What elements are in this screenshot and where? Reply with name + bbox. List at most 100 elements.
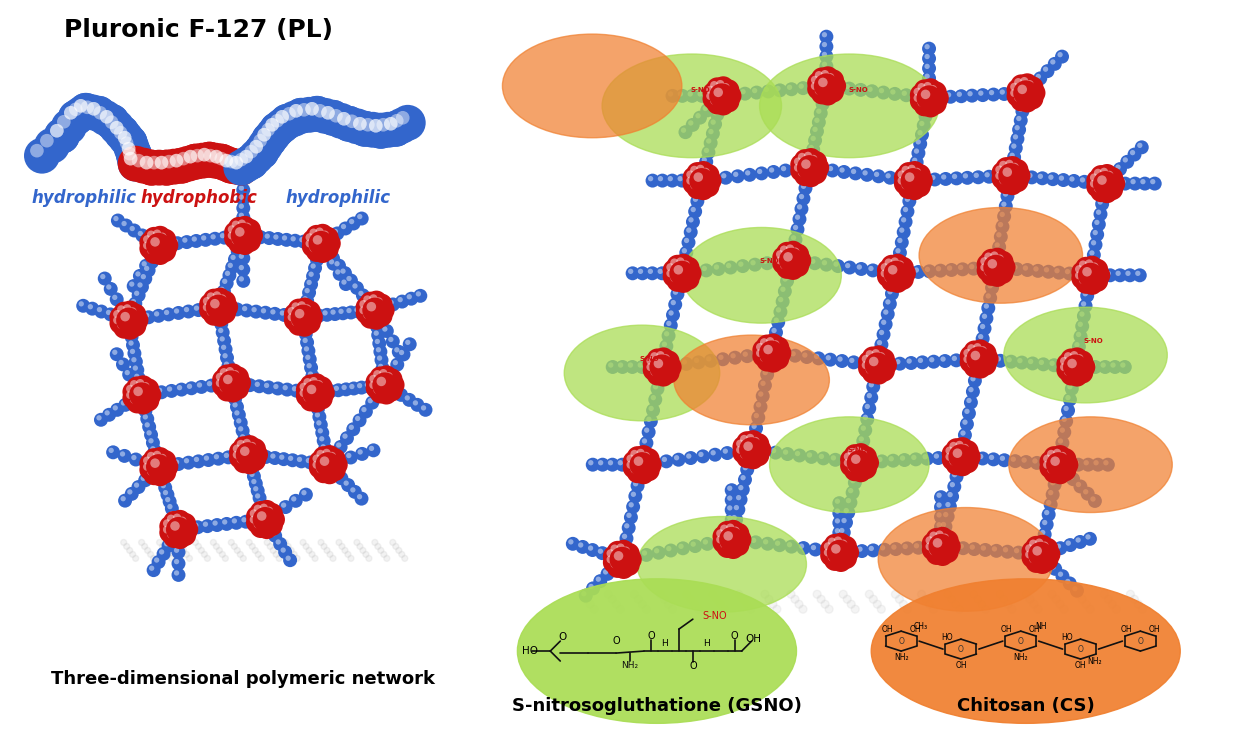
Circle shape xyxy=(597,548,603,554)
Circle shape xyxy=(247,539,252,545)
Circle shape xyxy=(1055,544,1062,549)
Circle shape xyxy=(605,590,612,598)
Circle shape xyxy=(772,538,786,552)
Circle shape xyxy=(177,519,198,540)
Circle shape xyxy=(853,456,866,470)
Circle shape xyxy=(819,49,834,63)
Circle shape xyxy=(126,309,149,331)
Circle shape xyxy=(377,118,391,132)
Circle shape xyxy=(88,100,123,136)
Circle shape xyxy=(618,543,640,564)
Circle shape xyxy=(1127,590,1134,598)
Circle shape xyxy=(918,358,923,363)
Circle shape xyxy=(294,454,308,468)
Circle shape xyxy=(612,539,635,562)
Circle shape xyxy=(780,447,795,461)
Circle shape xyxy=(1034,548,1048,562)
Circle shape xyxy=(788,256,793,261)
Circle shape xyxy=(967,384,980,398)
Circle shape xyxy=(626,454,635,463)
Circle shape xyxy=(644,428,650,433)
Circle shape xyxy=(804,169,813,178)
Circle shape xyxy=(739,437,764,462)
Circle shape xyxy=(880,268,885,273)
Circle shape xyxy=(379,387,387,395)
Circle shape xyxy=(615,553,629,567)
Circle shape xyxy=(313,461,321,469)
Circle shape xyxy=(765,346,779,360)
Circle shape xyxy=(129,319,136,327)
Circle shape xyxy=(279,454,284,460)
Circle shape xyxy=(219,336,225,342)
Circle shape xyxy=(180,548,187,553)
Circle shape xyxy=(1039,517,1054,531)
Circle shape xyxy=(219,287,224,292)
Circle shape xyxy=(237,251,250,265)
Circle shape xyxy=(354,307,359,312)
Circle shape xyxy=(371,379,384,392)
Circle shape xyxy=(308,386,322,400)
Circle shape xyxy=(224,376,238,390)
Circle shape xyxy=(143,235,151,243)
Circle shape xyxy=(973,343,982,351)
Circle shape xyxy=(85,301,99,315)
Circle shape xyxy=(972,171,985,184)
Circle shape xyxy=(810,259,815,264)
Circle shape xyxy=(317,386,326,394)
Circle shape xyxy=(1073,479,1088,493)
Circle shape xyxy=(734,492,747,506)
Circle shape xyxy=(672,271,694,293)
Text: O: O xyxy=(1078,645,1083,653)
Circle shape xyxy=(215,373,224,381)
Circle shape xyxy=(1053,447,1068,461)
Circle shape xyxy=(903,544,908,549)
Circle shape xyxy=(257,501,262,506)
Circle shape xyxy=(936,492,942,498)
Circle shape xyxy=(1083,268,1098,282)
Circle shape xyxy=(914,543,919,548)
Circle shape xyxy=(202,453,215,467)
Circle shape xyxy=(295,379,318,401)
Circle shape xyxy=(243,234,252,243)
Circle shape xyxy=(160,459,169,467)
Circle shape xyxy=(1017,172,1022,177)
Circle shape xyxy=(1075,319,1089,333)
Circle shape xyxy=(1054,460,1059,465)
Circle shape xyxy=(378,378,392,392)
Circle shape xyxy=(805,450,819,464)
Circle shape xyxy=(620,531,634,545)
Circle shape xyxy=(202,551,208,557)
Circle shape xyxy=(237,229,250,243)
Circle shape xyxy=(963,450,972,458)
Circle shape xyxy=(386,334,399,348)
Circle shape xyxy=(250,516,257,521)
Circle shape xyxy=(1050,564,1055,570)
Circle shape xyxy=(700,167,705,172)
Circle shape xyxy=(1040,555,1055,569)
Circle shape xyxy=(145,548,150,553)
Circle shape xyxy=(1008,605,1015,613)
Circle shape xyxy=(140,456,154,470)
Circle shape xyxy=(798,153,806,161)
Circle shape xyxy=(794,157,803,165)
Circle shape xyxy=(843,82,856,96)
Circle shape xyxy=(844,495,858,509)
Circle shape xyxy=(303,378,312,386)
Circle shape xyxy=(1014,93,1023,101)
Circle shape xyxy=(1080,362,1087,368)
Circle shape xyxy=(945,447,954,455)
Circle shape xyxy=(253,134,267,148)
Text: O: O xyxy=(1018,637,1024,645)
Circle shape xyxy=(736,440,744,448)
Circle shape xyxy=(249,514,263,528)
Circle shape xyxy=(214,290,237,312)
Circle shape xyxy=(170,154,183,168)
Circle shape xyxy=(811,351,825,365)
Circle shape xyxy=(329,451,336,456)
Circle shape xyxy=(366,377,387,399)
Circle shape xyxy=(163,240,169,245)
Circle shape xyxy=(716,521,737,542)
Circle shape xyxy=(323,249,328,254)
Circle shape xyxy=(1072,458,1085,472)
Circle shape xyxy=(987,248,1008,269)
